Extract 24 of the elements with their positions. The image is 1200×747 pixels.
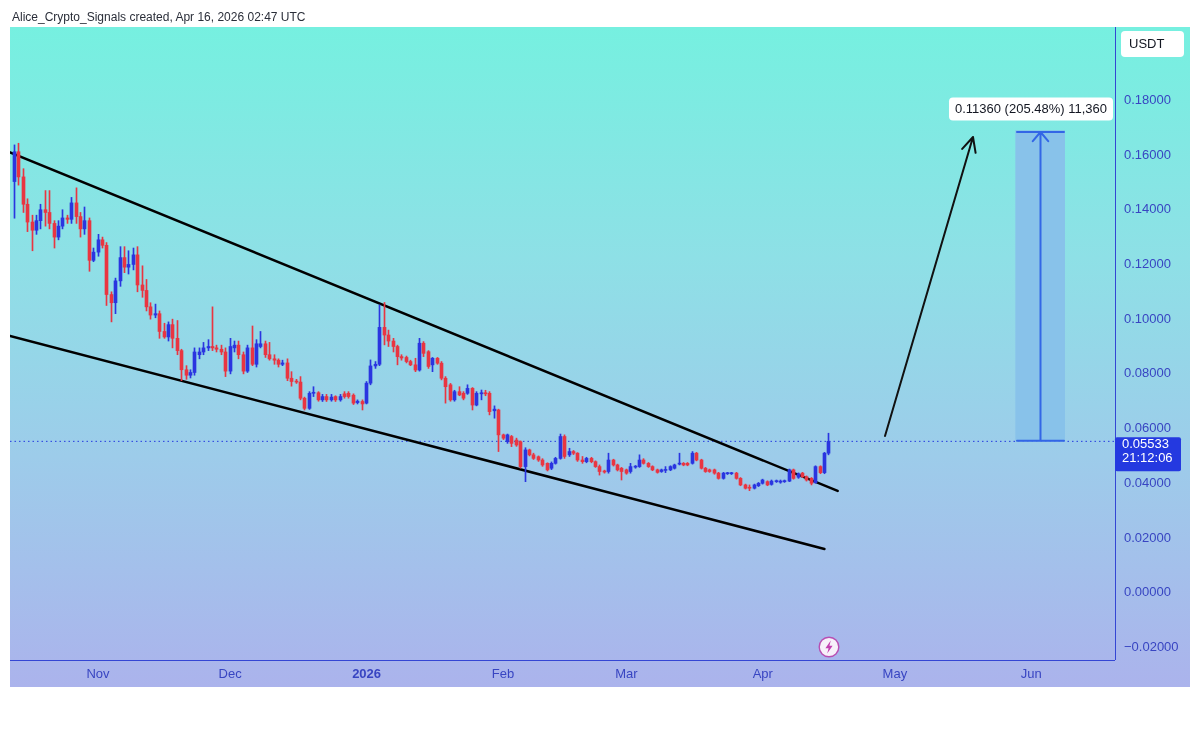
y-tick-label: 0.02000 — [1124, 529, 1171, 545]
x-tick-label: Apr — [752, 666, 774, 682]
x-tick-label: Jun — [1020, 666, 1042, 682]
x-tick-label: Dec — [218, 666, 243, 682]
x-tick-label: Nov — [86, 666, 111, 682]
x-tick-label: Feb — [491, 666, 515, 682]
y-tick-label: 0.16000 — [1124, 146, 1171, 162]
y-axis-title: USDT — [1121, 31, 1184, 57]
y-tick-label: 0.06000 — [1124, 420, 1171, 436]
x-tick-label: 2026 — [352, 666, 382, 682]
y-tick-label: 0.08000 — [1124, 365, 1171, 381]
y-tick-label: 0.12000 — [1124, 256, 1171, 272]
x-tick-label: May — [882, 666, 908, 682]
ref-line-label: 0.05533 — [1122, 435, 1169, 451]
y-tick-label: 0.10000 — [1124, 310, 1171, 326]
x-tick-label: Mar — [615, 666, 639, 682]
y-tick-label: 0.18000 — [1124, 91, 1171, 107]
y-tick-label: 0.00000 — [1124, 584, 1171, 600]
data-label: 0.11360 (205.48%) 11,360 — [954, 101, 1107, 117]
chart-title: Alice_Crypto_Signals created, Apr 16, 2026 02:47 UTC — [12, 10, 306, 24]
y-tick-label: 0.04000 — [1124, 474, 1171, 490]
text: 21:12:06 — [1122, 449, 1173, 465]
y-tick-label: −0.02000 — [1124, 638, 1179, 654]
y-tick-label: 0.14000 — [1124, 201, 1171, 217]
